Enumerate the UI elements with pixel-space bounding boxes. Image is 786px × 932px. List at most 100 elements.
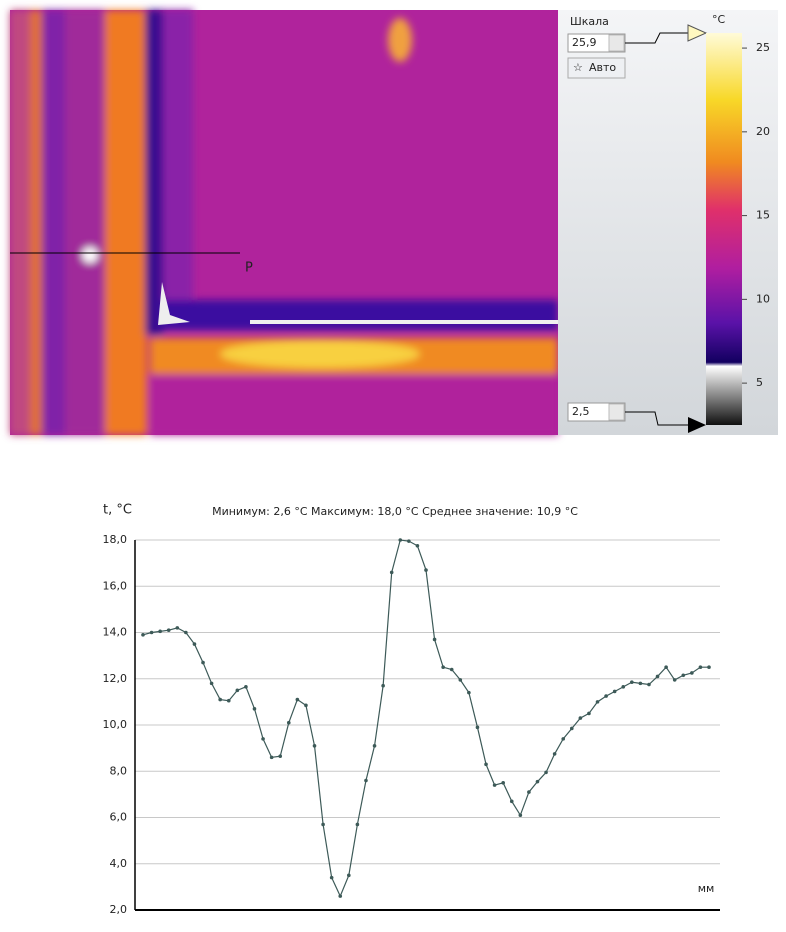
max-spinbox[interactable]: 25,9 [567, 33, 626, 53]
y-tick-label: 12,0 [103, 672, 128, 685]
data-point [561, 737, 566, 741]
data-point [355, 822, 360, 827]
y-tick-label: 18,0 [103, 533, 128, 546]
data-point [235, 688, 240, 693]
data-point [501, 781, 505, 785]
data-point [441, 665, 445, 669]
data-point [467, 690, 471, 695]
data-point [329, 875, 334, 880]
data-point [209, 681, 214, 686]
data-point [664, 665, 668, 669]
data-point [278, 754, 283, 759]
data-point [604, 694, 608, 698]
colorbar-tick-label: 20 [756, 125, 770, 138]
colorbar-tick-label: 10 [756, 292, 770, 305]
data-point [595, 700, 600, 704]
data-point [347, 873, 351, 878]
max-value: 25,9 [572, 36, 597, 49]
data-point [638, 681, 643, 686]
data-point [535, 779, 540, 784]
scale-label: Шкала [570, 15, 609, 28]
data-point [192, 642, 197, 646]
data-point [364, 778, 368, 783]
data-point [509, 799, 514, 804]
data-point [698, 665, 703, 669]
colorbar-tick-label: 25 [756, 41, 770, 54]
data-point [372, 744, 377, 748]
colorbar [706, 33, 742, 425]
data-point [244, 685, 248, 689]
data-point [321, 822, 325, 827]
data-point [286, 720, 291, 725]
data-point [518, 813, 523, 817]
data-point [569, 726, 574, 731]
profile-label: P [245, 261, 253, 276]
data-point [544, 770, 548, 775]
data-point [398, 538, 403, 542]
data-point [158, 629, 162, 634]
max-connector [625, 32, 688, 44]
y-tick-label: 2,0 [110, 903, 128, 916]
data-point [578, 716, 583, 720]
data-point [389, 570, 394, 575]
data-point [424, 568, 428, 572]
data-point [458, 678, 463, 682]
data-point [672, 678, 677, 682]
y-tick-label: 10,0 [103, 718, 128, 731]
thermal-image [10, 10, 558, 435]
colorbar-tick-label: 5 [756, 376, 763, 389]
data-point [149, 630, 154, 635]
chart-title: Минимум: 2,6 °C Максимум: 18,0 °C Средне… [212, 505, 578, 518]
data-point [295, 697, 300, 702]
auto-icon: ☆ [573, 61, 583, 74]
data-point [449, 667, 454, 672]
data-point [612, 689, 617, 694]
data-point [690, 671, 694, 675]
y-tick-label: 6,0 [110, 811, 128, 824]
y-tick-label: 8,0 [110, 764, 128, 777]
data-point [647, 682, 651, 687]
data-point [587, 711, 591, 716]
min-spinbox[interactable]: 2,5 [567, 402, 626, 422]
colorbar-unit: °C [712, 13, 726, 26]
data-point [141, 633, 145, 637]
y-axis-label: t, °C [103, 503, 132, 518]
auto-button[interactable]: ☆ Авто [567, 57, 626, 79]
max-arrow[interactable] [687, 24, 708, 42]
data-point [492, 783, 497, 787]
data-point [312, 744, 317, 748]
data-point [484, 762, 488, 767]
auto-label: Авто [589, 61, 616, 74]
data-point [252, 707, 257, 711]
data-point [475, 725, 480, 730]
data-point [218, 697, 222, 702]
colorbar-tick-label: 15 [756, 209, 770, 222]
min-value: 2,5 [572, 405, 590, 418]
x-axis-label: мм [698, 882, 715, 895]
data-point [226, 698, 231, 703]
series-line [142, 539, 709, 898]
y-tick-label: 16,0 [103, 579, 128, 592]
data-point [655, 674, 660, 679]
data-point [175, 626, 180, 630]
data-point [630, 680, 634, 685]
data-point [681, 673, 686, 678]
data-point [707, 665, 711, 669]
data-point [407, 539, 411, 543]
data-point [261, 737, 265, 741]
data-point [304, 703, 308, 708]
data-point [415, 543, 420, 548]
y-tick-label: 4,0 [110, 857, 128, 870]
y-tick-label: 14,0 [103, 626, 128, 639]
data-point [338, 894, 343, 898]
data-point [552, 752, 557, 756]
data-point [201, 660, 205, 665]
min-connector [625, 411, 688, 426]
data-point [527, 790, 531, 794]
data-point [621, 685, 626, 689]
data-point [166, 628, 171, 632]
data-point [432, 637, 437, 642]
data-point [381, 683, 385, 688]
min-arrow[interactable] [688, 417, 706, 433]
